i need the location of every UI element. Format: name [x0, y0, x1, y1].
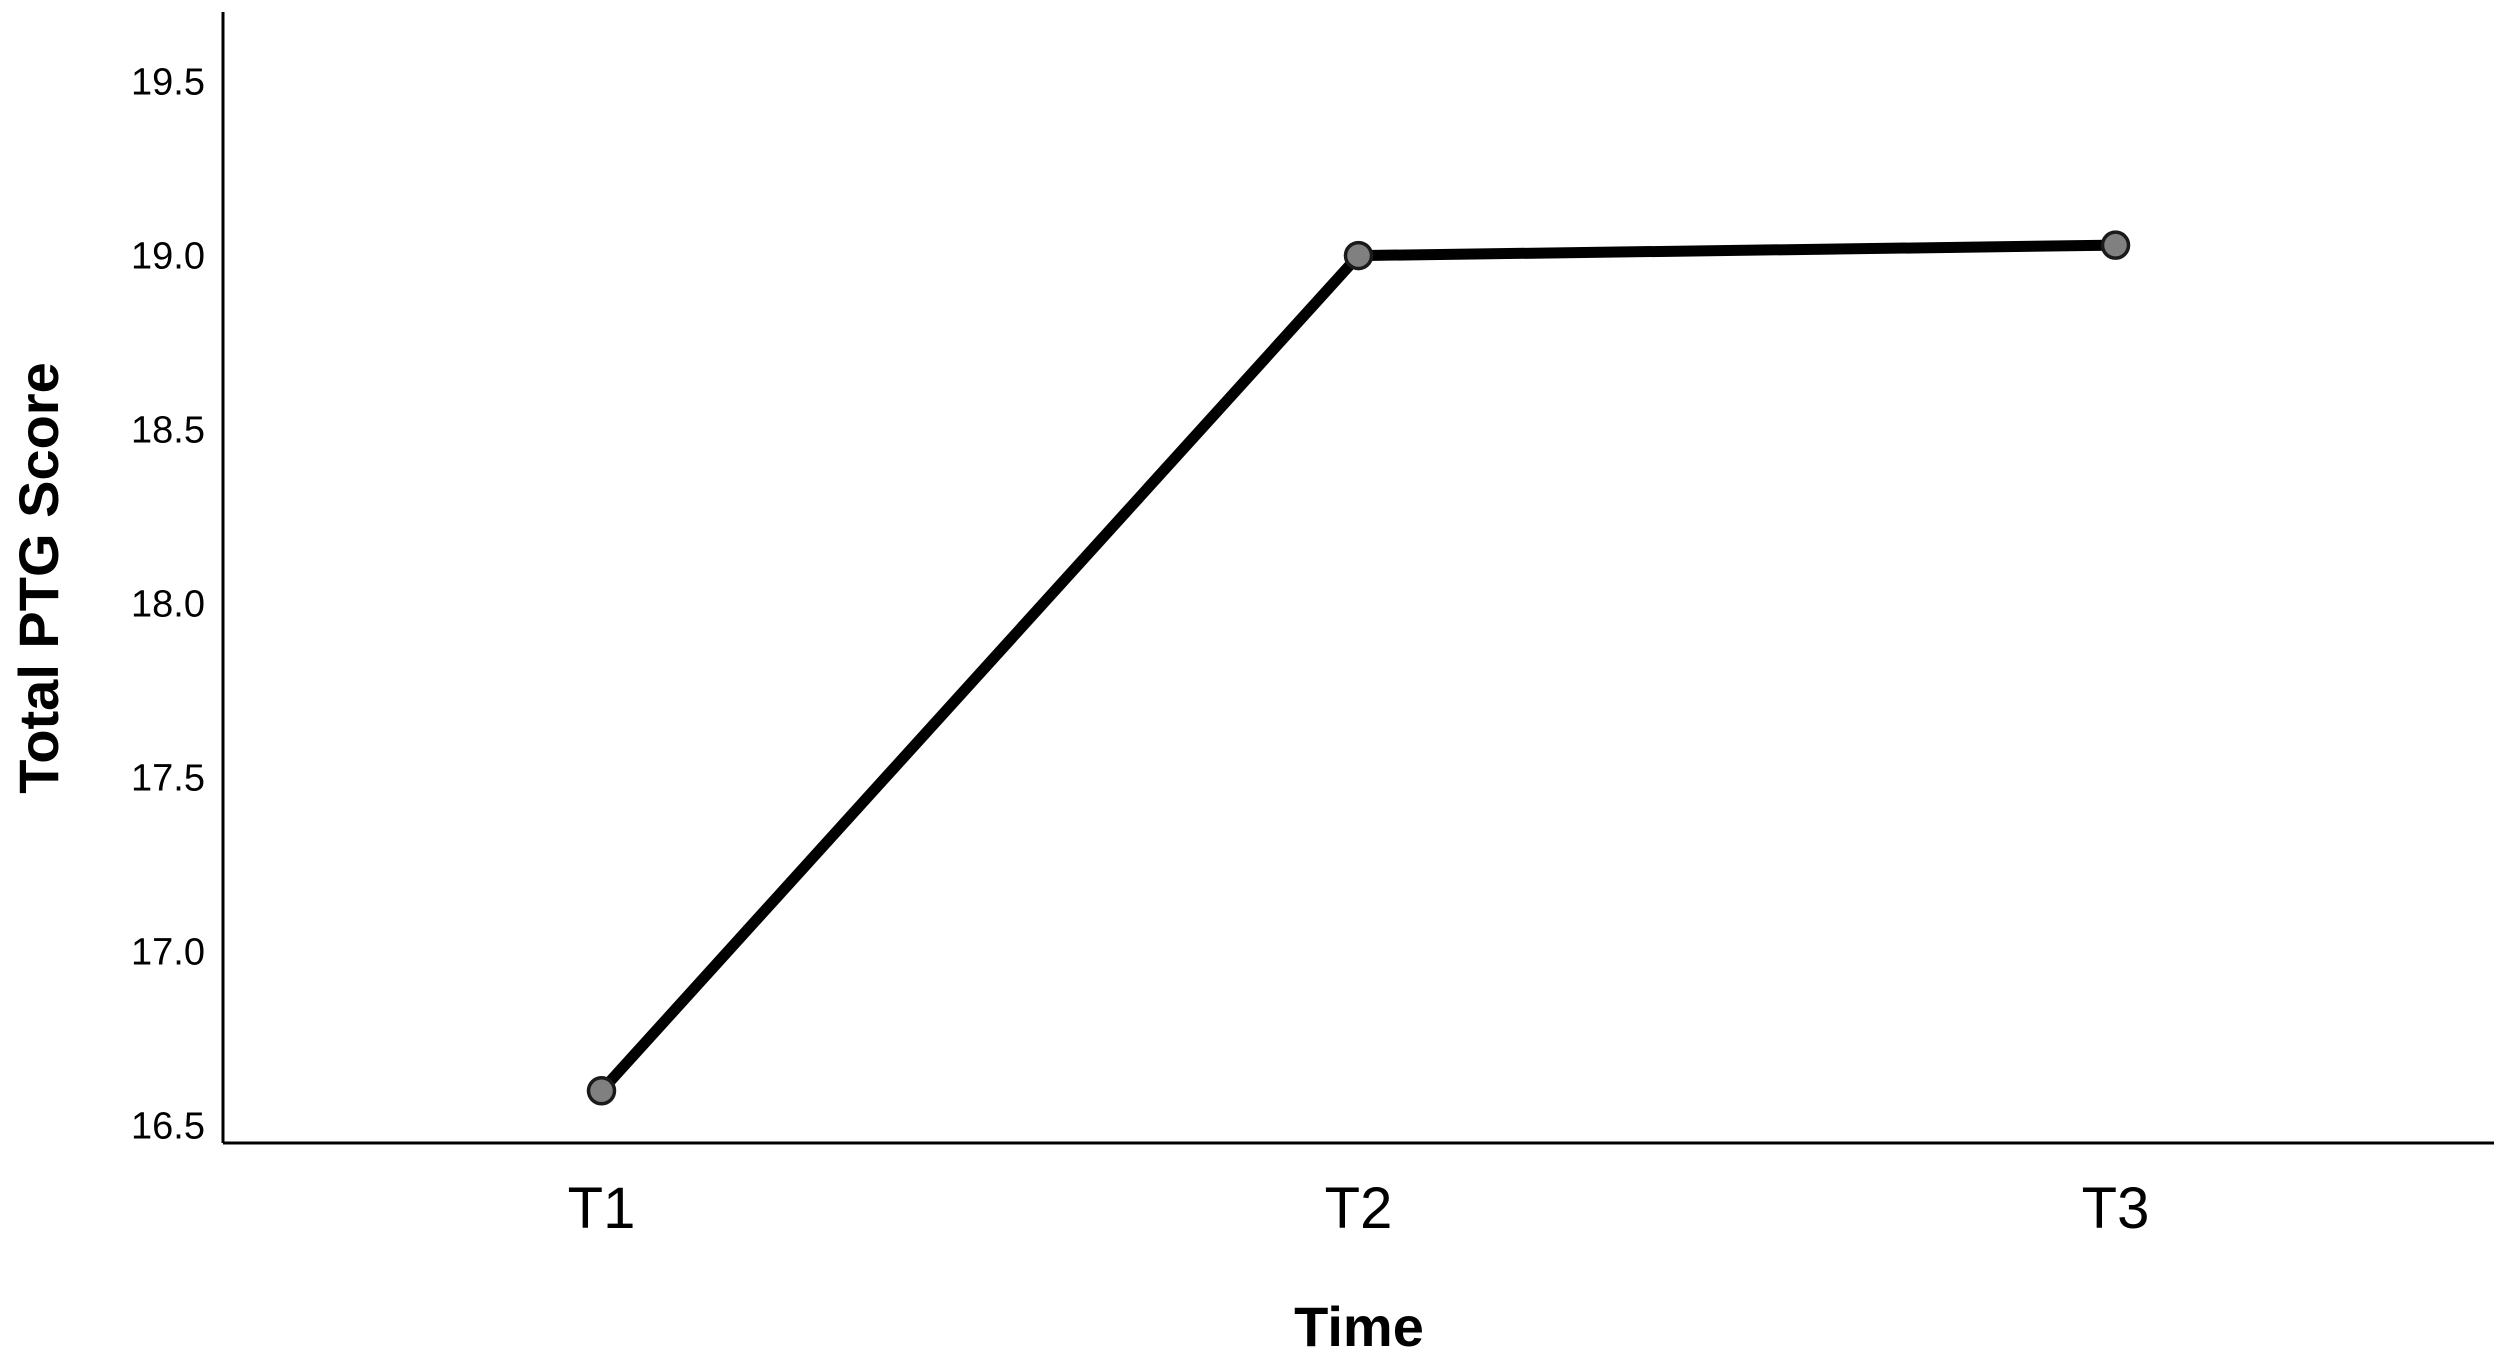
y-tick-label: 17.5 — [131, 758, 205, 800]
y-tick-label: 18.5 — [131, 410, 205, 452]
x-tick-label: T1 — [568, 1176, 636, 1241]
data-point-marker — [1343, 240, 1374, 271]
y-tick-label: 19.5 — [131, 62, 205, 104]
y-tick-labels: 16.5 17.0 17.5 18.0 18.5 19.0 19.5 — [131, 62, 205, 1148]
axes — [221, 12, 2494, 1145]
x-tick-label: T3 — [2082, 1176, 2150, 1241]
y-tick-label: 16.5 — [131, 1106, 205, 1148]
y-tick-label: 17.0 — [131, 932, 205, 974]
x-axis-title: Time — [1294, 1295, 1424, 1358]
x-tick-labels: T1 T2 T3 — [568, 1176, 2150, 1241]
data-point-marker — [2100, 230, 2131, 260]
y-axis-title: Total PTG Score — [7, 362, 70, 793]
series-line — [596, 239, 2121, 1097]
y-tick-label: 19.0 — [131, 236, 205, 278]
data-point-marker — [586, 1076, 617, 1106]
series-group — [596, 239, 2121, 1097]
markers-group — [586, 230, 2131, 1106]
x-tick-label: T2 — [1325, 1176, 1393, 1241]
y-tick-label: 18.0 — [131, 584, 205, 626]
